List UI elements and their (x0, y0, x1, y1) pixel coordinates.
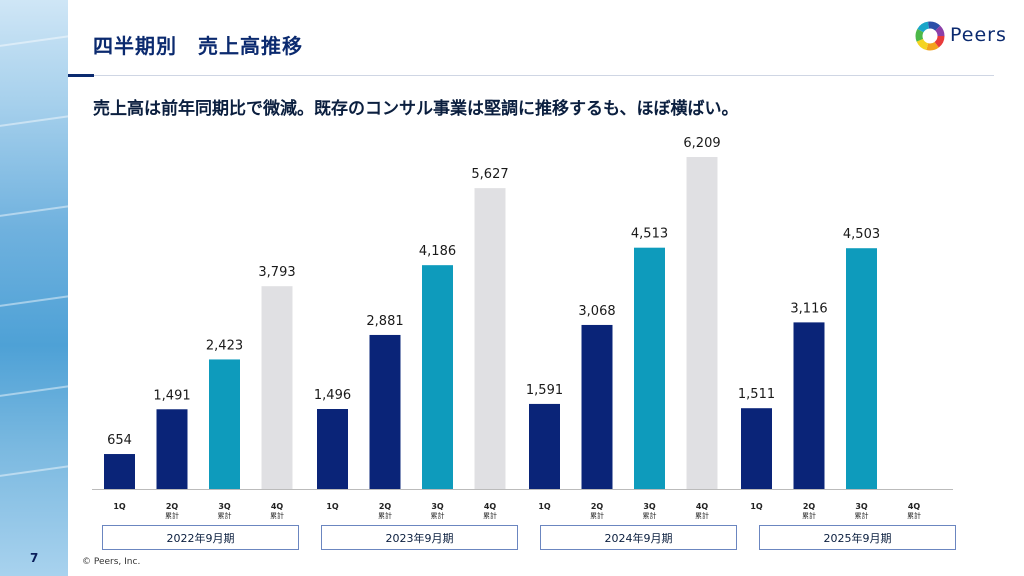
tick-label: 4Q (271, 502, 284, 511)
tick-sublabel: 累計 (431, 511, 445, 520)
tick-label: 2Q (803, 502, 816, 511)
tick-sublabel: 累計 (218, 511, 232, 520)
bar-2-1Q (317, 409, 348, 489)
copyright-text: © Peers, Inc. (82, 557, 141, 567)
tick-sublabel: 累計 (165, 511, 179, 520)
tick-sublabel: 累計 (590, 511, 604, 520)
bar-3-3Q (634, 247, 665, 489)
tick-sublabel: 累計 (907, 511, 921, 520)
tick-label: 4Q (696, 502, 709, 511)
data-label: 1,511 (738, 387, 775, 402)
tick-sublabel: 累計 (378, 511, 392, 520)
data-label: 1,496 (314, 388, 351, 403)
data-label: 3,793 (258, 265, 295, 280)
tick-label: 3Q (855, 502, 868, 511)
tick-label: 1Q (750, 502, 763, 511)
bar-3-4Q (686, 157, 718, 489)
data-label: 3,116 (790, 301, 827, 316)
tick-sublabel: 累計 (802, 511, 816, 520)
bar-3-1Q (529, 403, 560, 489)
bar-2-2Q (369, 334, 401, 489)
data-label: 3,068 (578, 304, 615, 319)
bar-1-3Q (209, 359, 240, 489)
tick-label: 1Q (113, 502, 126, 511)
tick-sublabel: 累計 (270, 511, 284, 520)
bar-3-2Q (581, 324, 613, 489)
period-label-2: 2023年9月期 (321, 525, 518, 550)
bar-4-1Q (741, 408, 772, 489)
logo-wordmark: Peers (950, 24, 1007, 46)
page-number: 7 (30, 551, 39, 565)
tick-label: 4Q (484, 502, 497, 511)
data-label: 654 (107, 433, 132, 448)
bar-4-2Q (793, 322, 825, 489)
data-label: 5,627 (471, 167, 508, 182)
bar-2-4Q (474, 188, 506, 489)
data-label: 1,591 (526, 383, 563, 398)
tick-label: 3Q (218, 502, 231, 511)
bar-1-4Q (261, 286, 293, 489)
tick-label: 1Q (538, 502, 551, 511)
data-label: 2,881 (366, 314, 403, 329)
page-title: 四半期別 売上高推移 (93, 34, 303, 58)
title-divider-accent (68, 74, 94, 77)
bar-4-3Q (846, 248, 877, 489)
data-label: 4,513 (631, 227, 668, 242)
logo-ring-icon (915, 21, 945, 51)
tick-label: 3Q (431, 502, 444, 511)
sidebar-decoration (0, 0, 80, 576)
data-label: 4,186 (419, 244, 456, 259)
title-divider (68, 75, 994, 76)
bar-1-1Q (104, 454, 135, 489)
tick-label: 2Q (591, 502, 604, 511)
tick-label: 4Q (908, 502, 921, 511)
tick-sublabel: 累計 (643, 511, 657, 520)
bar-1-2Q (156, 409, 188, 489)
company-logo: Peers (914, 20, 1014, 52)
data-label: 2,423 (206, 338, 243, 353)
tick-label: 2Q (166, 502, 179, 511)
tick-sublabel: 累計 (695, 511, 709, 520)
tick-label: 1Q (326, 502, 339, 511)
period-label-1: 2022年9月期 (102, 525, 299, 550)
tick-sublabel: 累計 (483, 511, 497, 520)
headline-text: 売上高は前年同期比で微減。既存のコンサル事業は堅調に推移するも、ほぼ横ばい。 (93, 99, 739, 119)
tick-label: 2Q (379, 502, 392, 511)
tick-label: 3Q (643, 502, 656, 511)
data-label: 6,209 (683, 136, 720, 151)
data-label: 4,503 (843, 227, 880, 242)
period-label-3: 2024年9月期 (540, 525, 737, 550)
tick-sublabel: 累計 (855, 511, 869, 520)
period-label-4: 2025年9月期 (759, 525, 956, 550)
bar-2-3Q (422, 265, 453, 489)
data-label: 1,491 (153, 388, 190, 403)
